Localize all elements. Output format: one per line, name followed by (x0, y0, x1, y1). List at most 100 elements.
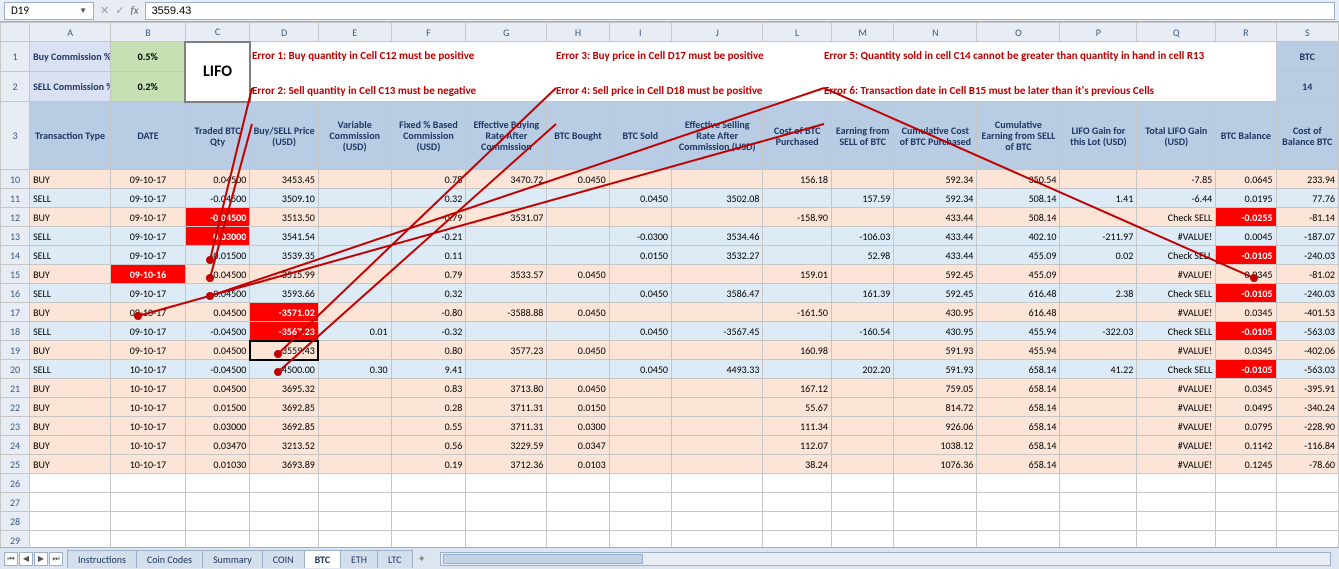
cell[interactable] (1060, 341, 1137, 360)
row-header[interactable]: 28 (1, 512, 30, 531)
cell[interactable] (318, 436, 391, 455)
cell[interactable]: -0.04500 (185, 360, 249, 379)
cell[interactable]: BUY (30, 398, 111, 417)
col-header[interactable]: G (466, 23, 547, 42)
cell[interactable]: 433.44 (894, 246, 977, 265)
row-header[interactable]: 1 (1, 42, 30, 72)
cell[interactable]: 433.44 (894, 208, 977, 227)
cell[interactable] (977, 474, 1060, 493)
cell[interactable] (977, 531, 1060, 548)
cell[interactable] (318, 417, 391, 436)
cell[interactable] (671, 379, 762, 398)
cell[interactable]: 658.14 (977, 417, 1060, 436)
cell[interactable]: 55.67 (763, 398, 832, 417)
cell[interactable] (391, 531, 466, 548)
cell[interactable]: 430.95 (894, 303, 977, 322)
cell[interactable]: -0.01500 (185, 246, 249, 265)
cell[interactable]: SELL (30, 284, 111, 303)
cell[interactable] (1276, 512, 1339, 531)
cell[interactable]: BUY (30, 436, 111, 455)
cell[interactable]: #VALUE! (1137, 303, 1216, 322)
cell[interactable]: Check SELL (1137, 246, 1216, 265)
cell[interactable] (30, 531, 111, 548)
cell[interactable]: 0.0045 (1216, 227, 1276, 246)
cell[interactable]: 3586.47 (671, 284, 762, 303)
cell[interactable] (547, 208, 609, 227)
cell[interactable] (466, 512, 547, 531)
row-header[interactable]: 17 (1, 303, 30, 322)
cell[interactable] (831, 455, 893, 474)
cell[interactable]: 09-10-17 (111, 322, 186, 341)
cell[interactable]: 3577.23 (466, 341, 547, 360)
cell[interactable] (1060, 512, 1137, 531)
cell[interactable]: -563.03 (1276, 322, 1339, 341)
cell[interactable] (671, 493, 762, 512)
cell[interactable] (185, 493, 249, 512)
row-header[interactable]: 11 (1, 189, 30, 208)
cell[interactable] (318, 474, 391, 493)
cell[interactable] (671, 398, 762, 417)
cell[interactable]: 3559.43 (250, 341, 319, 360)
cell[interactable]: -240.03 (1276, 246, 1339, 265)
cell[interactable]: 3213.52 (250, 436, 319, 455)
row-header[interactable]: 3 (1, 102, 30, 170)
cell[interactable] (671, 417, 762, 436)
cell[interactable]: 09-10-16 (111, 265, 186, 284)
row-header[interactable]: 13 (1, 227, 30, 246)
row-header[interactable]: 25 (1, 455, 30, 474)
cell[interactable] (763, 493, 832, 512)
cell[interactable]: 3470.72 (466, 170, 547, 189)
cell[interactable]: 3693.89 (250, 455, 319, 474)
name-box[interactable]: D19 ▼ (4, 2, 94, 20)
cell[interactable]: 508.14 (977, 189, 1060, 208)
cell[interactable] (318, 455, 391, 474)
cell[interactable] (547, 531, 609, 548)
cell[interactable] (185, 531, 249, 548)
name-box-dropdown-icon[interactable]: ▼ (79, 6, 87, 16)
col-header[interactable]: S (1276, 23, 1339, 42)
row-header[interactable]: 22 (1, 398, 30, 417)
cell[interactable] (671, 531, 762, 548)
cell[interactable]: Check SELL (1137, 284, 1216, 303)
cell[interactable] (318, 303, 391, 322)
cell[interactable]: -3588.88 (466, 303, 547, 322)
cell[interactable]: Check SELL (1137, 322, 1216, 341)
cell[interactable]: 402.10 (977, 227, 1060, 246)
cell[interactable] (831, 474, 893, 493)
cell[interactable]: 0.02 (1060, 246, 1137, 265)
row-header[interactable]: 16 (1, 284, 30, 303)
cell[interactable] (831, 303, 893, 322)
cell[interactable]: Check SELL (1137, 208, 1216, 227)
cell[interactable] (1060, 417, 1137, 436)
cell[interactable]: -563.03 (1276, 360, 1339, 379)
cell[interactable] (1276, 531, 1339, 548)
cell[interactable]: 2.38 (1060, 284, 1137, 303)
cell[interactable] (831, 208, 893, 227)
cell[interactable] (609, 531, 671, 548)
cell[interactable] (111, 474, 186, 493)
cell[interactable]: 161.39 (831, 284, 893, 303)
cell[interactable]: 112.07 (763, 436, 832, 455)
tab-last-icon[interactable]: ⏭ (49, 552, 63, 566)
cell[interactable] (763, 512, 832, 531)
cell[interactable] (763, 474, 832, 493)
cell[interactable]: 0.0450 (547, 303, 609, 322)
enter-icon[interactable]: ✓ (115, 4, 124, 17)
cell[interactable]: 10-10-17 (111, 379, 186, 398)
tab-first-icon[interactable]: ⏮ (4, 552, 18, 566)
row-header[interactable]: 29 (1, 531, 30, 548)
cell[interactable]: 3593.66 (250, 284, 319, 303)
cell[interactable]: 202.20 (831, 360, 893, 379)
cell[interactable]: 156.18 (763, 170, 832, 189)
cell[interactable] (185, 474, 249, 493)
cell[interactable]: 09-10-17 (111, 246, 186, 265)
cell[interactable]: 09-10-17 (111, 303, 186, 322)
cell[interactable]: 0.0347 (547, 436, 609, 455)
cell[interactable]: #VALUE! (1137, 455, 1216, 474)
cell[interactable]: SELL (30, 322, 111, 341)
cell[interactable]: 0.56 (391, 436, 466, 455)
cell[interactable]: 0.0450 (609, 322, 671, 341)
cell[interactable] (1060, 398, 1137, 417)
cell[interactable] (671, 265, 762, 284)
sheet-tab-btc[interactable]: BTC (304, 550, 341, 568)
